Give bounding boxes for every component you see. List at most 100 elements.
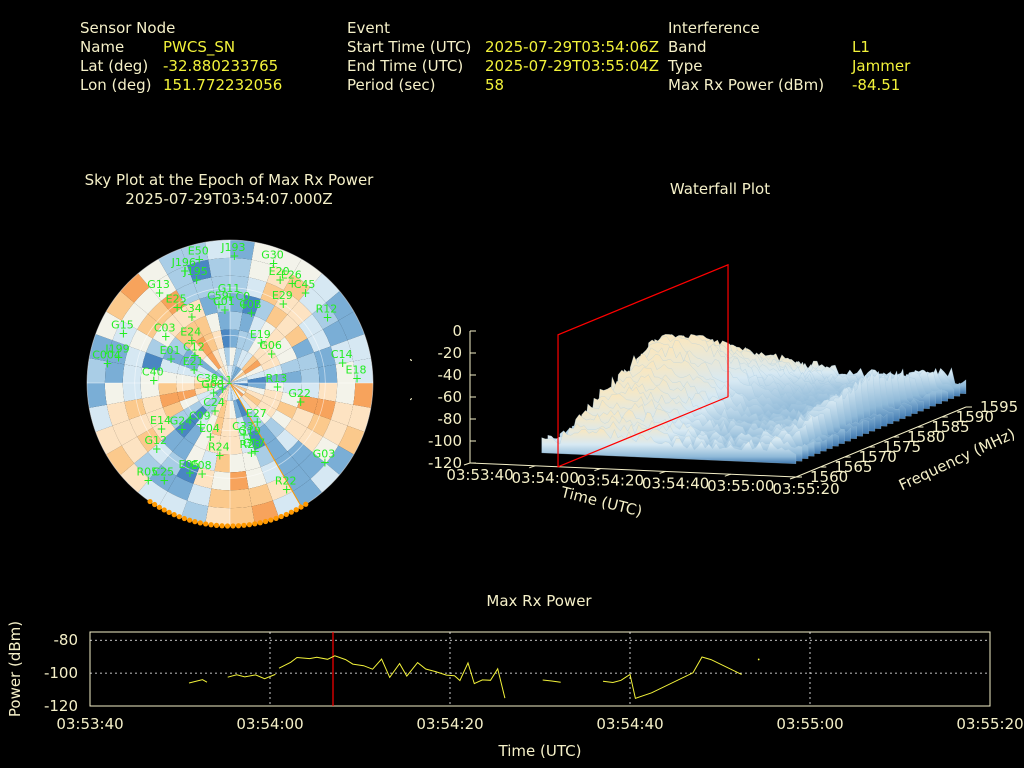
sky-cell [318, 383, 338, 402]
sky-cell [230, 275, 249, 295]
sky-cell [188, 341, 208, 361]
sky-cell [184, 321, 204, 342]
satellite-marker: + [161, 329, 171, 343]
satellite-label: C40 [142, 365, 164, 378]
satellite-label: C34 [180, 302, 202, 315]
sky-trail-point [268, 517, 274, 523]
sky-cell [158, 383, 178, 396]
sky-trail-point [241, 522, 247, 528]
sky-satellite-g19: +G19 [238, 425, 261, 447]
interference-heading: Interference [668, 19, 760, 37]
interference-band-value: L1 [852, 38, 870, 56]
sky-cell [183, 400, 203, 418]
waterfall-epoch-plane [557, 263, 729, 468]
satellite-label: C11 [211, 374, 233, 387]
sky-cell [104, 361, 125, 383]
sky-cell [248, 483, 273, 507]
sky-cell [172, 305, 195, 329]
sky-trail-point [293, 507, 299, 513]
satellite-label: E20 [269, 265, 290, 278]
sky-cell [95, 425, 122, 455]
sky-cell [252, 405, 272, 425]
power-x-tick-label: 03:54:00 [236, 715, 303, 733]
sky-cell [287, 300, 313, 326]
satellite-label: E18 [346, 364, 367, 377]
power-x-tick-label: 03:54:40 [596, 715, 663, 733]
sky-cell [330, 401, 354, 426]
sky-cell [217, 311, 230, 331]
satellite-label: C59 [207, 289, 229, 302]
sky-cell [89, 334, 113, 362]
satellite-marker: + [250, 445, 260, 459]
sky-cell [212, 398, 224, 417]
waterfall-time-tick [594, 468, 601, 472]
satellite-marker: + [180, 264, 190, 278]
waterfall-psd-tick-label: -120 [428, 454, 462, 472]
sky-cell [203, 332, 218, 353]
sky-cell [242, 332, 257, 353]
satellite-label: E19 [250, 328, 271, 341]
satellite-label: R12 [316, 302, 338, 315]
sky-cell [291, 338, 314, 359]
waterfall-time-tick [659, 470, 666, 474]
sky-cell [271, 337, 292, 357]
sky-cell [260, 356, 281, 371]
sky-cell [122, 383, 142, 402]
satellite-label: E24 [180, 325, 201, 338]
sky-cell [158, 248, 188, 275]
sky-cell [185, 444, 206, 467]
satellite-label: E05 [178, 458, 199, 471]
waterfall-psd-tick-label: 0 [452, 322, 462, 340]
sky-cell [238, 352, 253, 370]
sky-trail-point [278, 513, 284, 520]
sky-cell [146, 338, 169, 359]
sky-cell [300, 367, 320, 383]
sky-cell [265, 383, 284, 393]
waterfall-time-tick-label: 03:55:20 [772, 480, 839, 498]
sky-cell [177, 389, 197, 402]
sky-satellite-e24: +E24 [180, 325, 201, 347]
sky-satellite-e29: +E29 [272, 289, 293, 311]
interference-type-label: Type [668, 57, 703, 75]
sky-satellite-c01: +C01 [213, 295, 235, 317]
sky-cell [161, 314, 185, 338]
satellite-label: E27 [246, 407, 267, 420]
satellite-marker: + [155, 286, 165, 300]
satellite-label: E26 [281, 268, 302, 281]
sky-cell [212, 383, 230, 390]
sky-cell [167, 475, 194, 501]
satellite-marker: + [143, 473, 153, 487]
sky-cell [140, 383, 160, 399]
sky-satellite-g15: +G15 [111, 318, 134, 340]
sky-cell [297, 352, 319, 371]
power-ylabel: Power (dBm) [6, 621, 24, 717]
sky-cell [230, 383, 242, 399]
sky-cell [194, 383, 213, 390]
sky-cell [230, 374, 247, 383]
waterfall-time-tick-label: 03:54:00 [512, 469, 579, 487]
sky-trail-point [298, 504, 304, 510]
sky-cell [214, 371, 230, 383]
sky-satellite-e20: +E20 [269, 265, 290, 287]
sky-trail-point [303, 501, 309, 507]
sky-cell [193, 466, 215, 489]
satellite-label: G13 [147, 278, 170, 291]
satellite-marker: + [189, 363, 199, 377]
satellite-marker: + [320, 456, 330, 470]
satellite-marker: + [256, 336, 266, 350]
sky-cell [175, 328, 196, 349]
interference-power-label: Max Rx Power (dBm) [668, 76, 825, 94]
sky-satellite-e08: +E08 [191, 459, 212, 481]
sky-cell [353, 383, 373, 408]
sky-cell [216, 383, 230, 397]
sky-cell [313, 398, 336, 420]
sky-cell [246, 386, 266, 396]
sky-cell [129, 413, 153, 437]
sky-cell [230, 293, 246, 313]
sky-satellite-c25: +C25 [152, 465, 174, 487]
waterfall-frequency-tick-label: 1585 [931, 418, 969, 436]
sky-cell [203, 413, 218, 434]
interference-band-label: Band [668, 38, 707, 56]
sky-cell [236, 349, 248, 368]
sky-trail-point [192, 519, 198, 525]
